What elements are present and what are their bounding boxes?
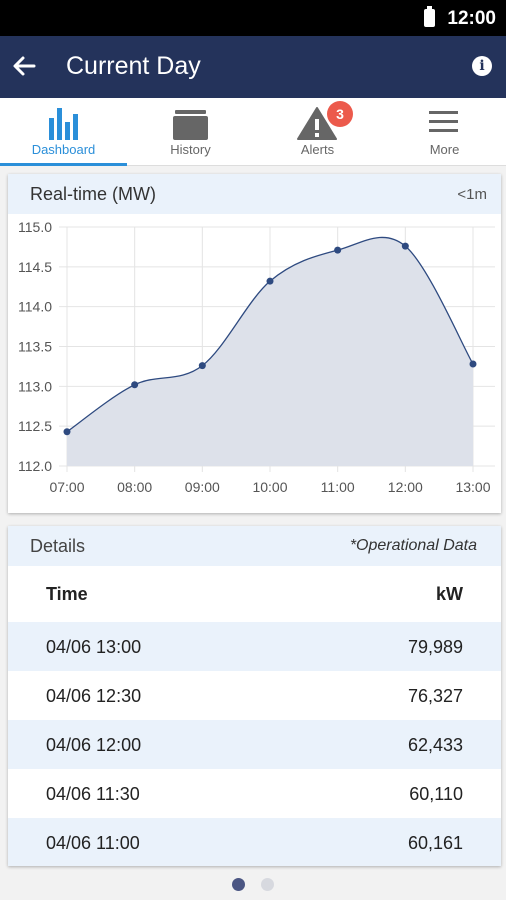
page-title: Current Day — [66, 52, 201, 80]
row-kw: 79,989 — [407, 637, 463, 657]
row-kw: 62,433 — [407, 735, 463, 755]
column-header-time: Time — [46, 584, 88, 604]
y-tick-label: 113.0 — [18, 378, 52, 394]
row-time: 04/06 13:00 — [46, 637, 142, 657]
x-tick-label: 09:00 — [185, 479, 220, 495]
y-tick-label: 114.5 — [18, 259, 52, 275]
row-kw: 60,161 — [407, 833, 463, 853]
y-tick-label: 112.0 — [18, 458, 52, 474]
page-dot-active[interactable] — [232, 878, 245, 891]
back-arrow-icon[interactable] — [10, 52, 38, 80]
tab-alerts[interactable]: Alerts — [254, 98, 381, 166]
realtime-chart: 115.0 114.5 114.0 113.5 113.0 112.5 112.0 07:00… — [18, 219, 495, 495]
data-point — [198, 362, 206, 370]
row-kw: 60,110 — [409, 784, 463, 804]
tab-label: More — [429, 142, 460, 157]
realtime-card: Real-time (MW) <1m 115.0 114.5 114.0 113.5 1… — [8, 174, 501, 513]
tab-label: Dashboard — [31, 142, 96, 157]
tab-more[interactable]: More — [381, 98, 506, 166]
table-header: Time kW — [8, 566, 501, 622]
realtime-header: Real-time (MW) <1m — [8, 174, 501, 214]
details-header: Details *Operational Data — [8, 526, 501, 566]
data-point — [401, 242, 409, 250]
refresh-interval: <1m — [457, 186, 487, 203]
table-row: 04/06 12:00 62,433 — [8, 720, 501, 769]
data-point — [131, 381, 139, 389]
x-tick-label: 13:00 — [455, 479, 490, 495]
data-point — [266, 277, 274, 285]
area-fill — [67, 237, 473, 466]
tab-label: Alerts — [300, 142, 335, 157]
x-tick-label: 08:00 — [117, 479, 152, 495]
tab-history[interactable]: History — [127, 98, 254, 166]
page-dot[interactable] — [261, 878, 274, 891]
realtime-title: Real-time (MW) — [30, 184, 156, 204]
alerts-count-badge: 3 — [327, 101, 353, 127]
row-time: 04/06 11:30 — [46, 784, 140, 804]
app-bar: Current Day i — [0, 36, 506, 98]
row-time: 04/06 12:00 — [46, 735, 142, 755]
data-point — [469, 360, 477, 368]
x-tick-label: 10:00 — [252, 479, 287, 495]
tab-label: History — [170, 142, 211, 157]
x-tick-label: 07:00 — [49, 479, 84, 495]
menu-icon — [429, 111, 458, 132]
y-tick-label: 114.0 — [18, 299, 52, 315]
y-tick-label: 112.5 — [18, 418, 52, 434]
details-card: Details *Operational Data Time kW 04/06 … — [8, 526, 501, 866]
status-bar: 12:00 — [0, 0, 506, 36]
data-point — [334, 246, 342, 254]
tab-bar: Dashboard History Alerts More — [0, 98, 506, 166]
table-row: 04/06 13:00 79,989 — [8, 622, 501, 671]
tab-dashboard[interactable]: Dashboard — [0, 98, 127, 166]
details-title: Details — [30, 536, 86, 556]
status-time: 12:00 — [447, 8, 496, 29]
y-tick-label: 115.0 — [18, 219, 52, 235]
warning-icon — [297, 107, 337, 140]
page-indicator — [232, 878, 276, 892]
table-row: 04/06 11:30 60,110 — [8, 769, 501, 818]
data-point — [63, 428, 71, 436]
table-row: 04/06 11:00 60,161 — [8, 818, 501, 866]
bar-chart-icon — [49, 108, 78, 140]
y-tick-label: 113.5 — [18, 339, 52, 355]
row-kw: 76,327 — [407, 686, 463, 706]
details-note: *Operational Data — [349, 537, 477, 554]
folder-icon — [173, 110, 208, 140]
row-time: 04/06 12:30 — [46, 686, 142, 706]
battery-icon — [424, 6, 435, 27]
x-tick-label: 12:00 — [388, 479, 423, 495]
x-tick-label: 11:00 — [321, 479, 355, 495]
row-time: 04/06 11:00 — [46, 833, 140, 853]
info-icon[interactable]: i — [472, 56, 492, 76]
table-row: 04/06 12:30 76,327 — [8, 671, 501, 720]
column-header-kw: kW — [436, 584, 463, 604]
